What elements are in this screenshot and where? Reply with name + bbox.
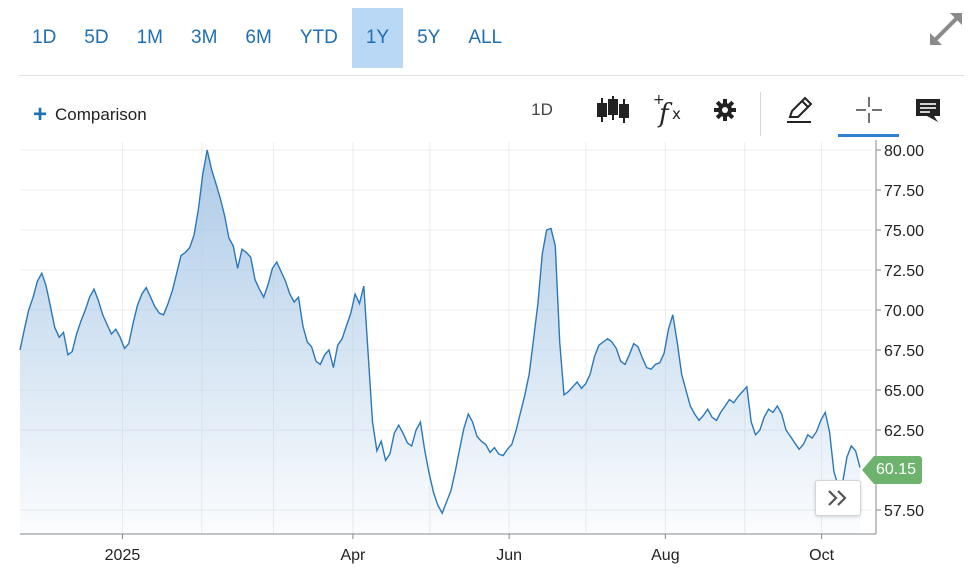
candlestick-icon[interactable] [592, 90, 634, 130]
comment-icon[interactable] [908, 90, 948, 130]
plus-icon: + [33, 101, 48, 128]
range-button-5d[interactable]: 5D [84, 27, 109, 48]
svg-text:f: f [657, 99, 673, 128]
y-tick-label: 75.00 [884, 223, 924, 240]
y-tick-label: 80.00 [884, 143, 924, 160]
x-tick-label: 2025 [105, 547, 141, 564]
y-tick-label: 67.50 [884, 343, 924, 360]
x-tick-label: Apr [340, 547, 366, 564]
range-button-all[interactable]: ALL [468, 27, 503, 48]
x-tick-label: Aug [651, 547, 679, 564]
comparison-label: Comparison [55, 105, 147, 124]
x-tick-label: Oct [809, 547, 834, 564]
fx-indicator-icon[interactable]: + f x [648, 90, 690, 130]
range-button-1y[interactable]: 1Y [351, 8, 404, 68]
y-tick-label: 57.50 [884, 503, 924, 520]
y-tick-label: 72.50 [884, 263, 924, 280]
range-selector: 1D 5D 1M 3M 6M YTD 1Y 5Y ALL [18, 8, 516, 68]
range-button-1m[interactable]: 1M [136, 27, 163, 48]
y-tick-label: 70.00 [884, 303, 924, 320]
range-button-ytd[interactable]: YTD [299, 27, 338, 48]
range-button-3m[interactable]: 3M [191, 27, 218, 48]
add-comparison-button[interactable]: + Comparison [33, 103, 147, 127]
price-chart[interactable]: 80.00 77.50 75.00 72.50 70.00 67.50 65.00 62.50… [0, 140, 972, 572]
toolbar-divider [760, 92, 761, 136]
y-tick-label: 77.50 [884, 183, 924, 200]
double-chevron-right-icon [828, 490, 847, 506]
range-button-6m[interactable]: 6M [245, 27, 272, 48]
y-tick-label: 65.00 [884, 383, 924, 400]
y-tick-label: 62.50 [884, 423, 924, 440]
separator [18, 75, 964, 76]
x-tick-label: Jun [496, 547, 522, 564]
gear-icon[interactable] [704, 90, 746, 130]
range-button-5y[interactable]: 5Y [417, 27, 441, 48]
last-price-badge: 60.15 [862, 456, 923, 484]
crosshair-icon[interactable] [838, 90, 899, 130]
svg-text:+: + [653, 92, 665, 108]
svg-text:x: x [672, 105, 681, 123]
interval-selector[interactable]: 1D [531, 100, 553, 119]
range-button-1d[interactable]: 1D [32, 27, 57, 48]
price-area [20, 150, 860, 534]
pencil-draw-icon[interactable] [778, 90, 820, 130]
expand-icon[interactable] [925, 8, 967, 50]
active-tool-indicator [838, 134, 899, 137]
last-price-value: 60.15 [874, 456, 923, 484]
scroll-to-latest-button[interactable] [815, 480, 861, 516]
price-line [19, 149, 861, 515]
